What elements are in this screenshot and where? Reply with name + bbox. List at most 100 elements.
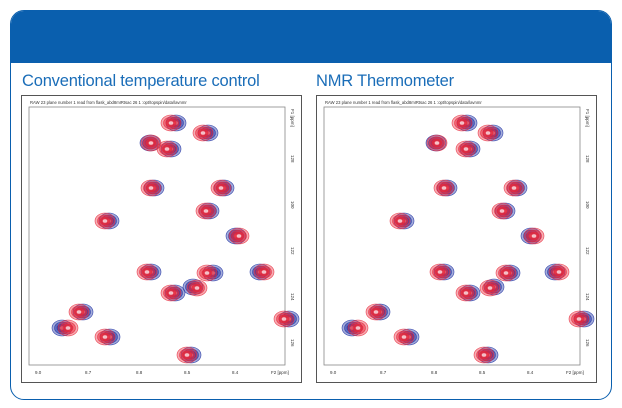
cross-peak (210, 179, 235, 197)
contour-ring (102, 334, 108, 340)
cross-peak (176, 346, 202, 364)
contour-ring (164, 146, 170, 152)
heading-conventional: Conventional temperature control (22, 72, 260, 90)
header-bar (11, 11, 611, 63)
y-tick-label: 100 (585, 201, 590, 209)
x-tick-label: 8.5 (479, 370, 486, 375)
cross-peak (365, 303, 391, 321)
x-axis-label: F2 [ppm] (566, 370, 584, 375)
plot-caption: RAW 23 plane number 1 read from flask_ab… (325, 100, 482, 105)
contour-ring (236, 233, 242, 239)
y-tick-label: 122 (585, 247, 590, 255)
contour-ring (148, 140, 154, 146)
peak-group (341, 114, 595, 364)
spectrum-plot-nmr-thermometer: RAW 23 plane number 1 read from flask_ab… (316, 95, 597, 383)
cross-peak (455, 284, 481, 302)
contour-ring (203, 208, 209, 214)
contour-ring (463, 290, 469, 296)
contour-ring (531, 233, 537, 239)
contour-ring (204, 270, 210, 276)
y-tick-label: 124 (290, 293, 295, 301)
cross-peak (568, 310, 595, 328)
x-tick-label: 8.7 (380, 370, 387, 375)
cross-peak (491, 202, 516, 220)
plot-frame (21, 95, 302, 383)
cross-peak (249, 263, 275, 281)
peak-group (51, 114, 300, 364)
contour-ring (65, 325, 71, 331)
cross-peak (94, 328, 121, 346)
y-tick-labels: 128 100 122 124 126 F1 [ppm] (585, 109, 590, 347)
contour-ring (487, 285, 493, 291)
cross-peak (503, 179, 528, 197)
cross-peak (393, 328, 420, 346)
cross-peak (389, 212, 415, 230)
plot-frame (316, 95, 597, 383)
contour-ring (481, 352, 487, 358)
contour-ring (168, 290, 174, 296)
cross-peak (196, 264, 224, 282)
contour-ring (511, 185, 517, 191)
cross-peak (473, 346, 499, 364)
x-tick-labels: 9.0 8.7 8.8 8.5 8.4 F2 [ppm] (35, 370, 289, 375)
contour-ring (576, 316, 582, 322)
cross-peak (156, 140, 182, 158)
contour-ring (184, 352, 190, 358)
cross-peak (341, 319, 369, 337)
cross-peak (544, 263, 570, 281)
contour-ring (373, 309, 379, 315)
x-tick-labels: 9.0 8.7 8.8 8.5 8.4 F2 [ppm] (330, 370, 584, 375)
cross-peak (68, 303, 94, 321)
spectrum-plot-conventional: RAW 23 plane number 1 read from flask_ab… (21, 95, 302, 383)
x-tick-label: 8.8 (136, 370, 143, 375)
contour-ring (148, 185, 154, 191)
contour-ring (102, 218, 108, 224)
cross-peak (192, 124, 219, 142)
plot-area (323, 106, 581, 366)
spectrum-panel-conventional: RAW 23 plane number 1 read from flask_ab… (21, 95, 302, 383)
contour-ring (499, 208, 505, 214)
contour-ring (194, 285, 200, 291)
cross-peak (429, 263, 455, 281)
cross-peak (51, 319, 79, 337)
contour-ring (218, 185, 224, 191)
contour-ring (556, 269, 562, 275)
plot-area (28, 106, 286, 366)
x-tick-label: 8.8 (431, 370, 438, 375)
contour-ring (397, 218, 403, 224)
cross-peak (455, 140, 481, 158)
contour-ring (261, 269, 267, 275)
contour-ring (503, 270, 509, 276)
contour-ring (168, 120, 174, 126)
spectrum-panel-nmr-thermometer: RAW 23 plane number 1 read from flask_ab… (316, 95, 597, 383)
cross-peak (273, 310, 300, 328)
plot-caption: RAW 23 plane number 1 read from flask_ab… (30, 100, 187, 105)
y-tick-label: 124 (585, 293, 590, 301)
contour-ring (485, 130, 491, 136)
cross-peak (94, 212, 120, 230)
cross-peak (520, 227, 545, 245)
contour-ring (459, 120, 465, 126)
cross-peak (451, 114, 478, 132)
contour-ring (434, 140, 440, 146)
contour-ring (281, 316, 287, 322)
y-tick-label: 126 (585, 339, 590, 347)
y-axis-label: F1 [ppm] (585, 109, 590, 127)
contour-ring (441, 185, 447, 191)
cross-peak (160, 114, 187, 132)
cross-peak (195, 202, 220, 220)
y-tick-label: 128 (290, 155, 295, 163)
cross-peak (225, 227, 250, 245)
y-tick-label: 100 (290, 201, 295, 209)
x-tick-label: 9.0 (330, 370, 337, 375)
cross-peak (479, 278, 505, 297)
heading-nmr-thermometer: NMR Thermometer (316, 72, 454, 90)
x-tick-label: 8.4 (527, 370, 534, 375)
contour-ring (401, 334, 407, 340)
x-tick-label: 8.4 (232, 370, 239, 375)
y-tick-labels: 128 100 122 124 126 F1 [ppm] (290, 109, 295, 347)
contour-ring (437, 269, 443, 275)
contour-ring (355, 325, 361, 331)
x-tick-label: 9.0 (35, 370, 42, 375)
cross-peak (477, 124, 504, 142)
